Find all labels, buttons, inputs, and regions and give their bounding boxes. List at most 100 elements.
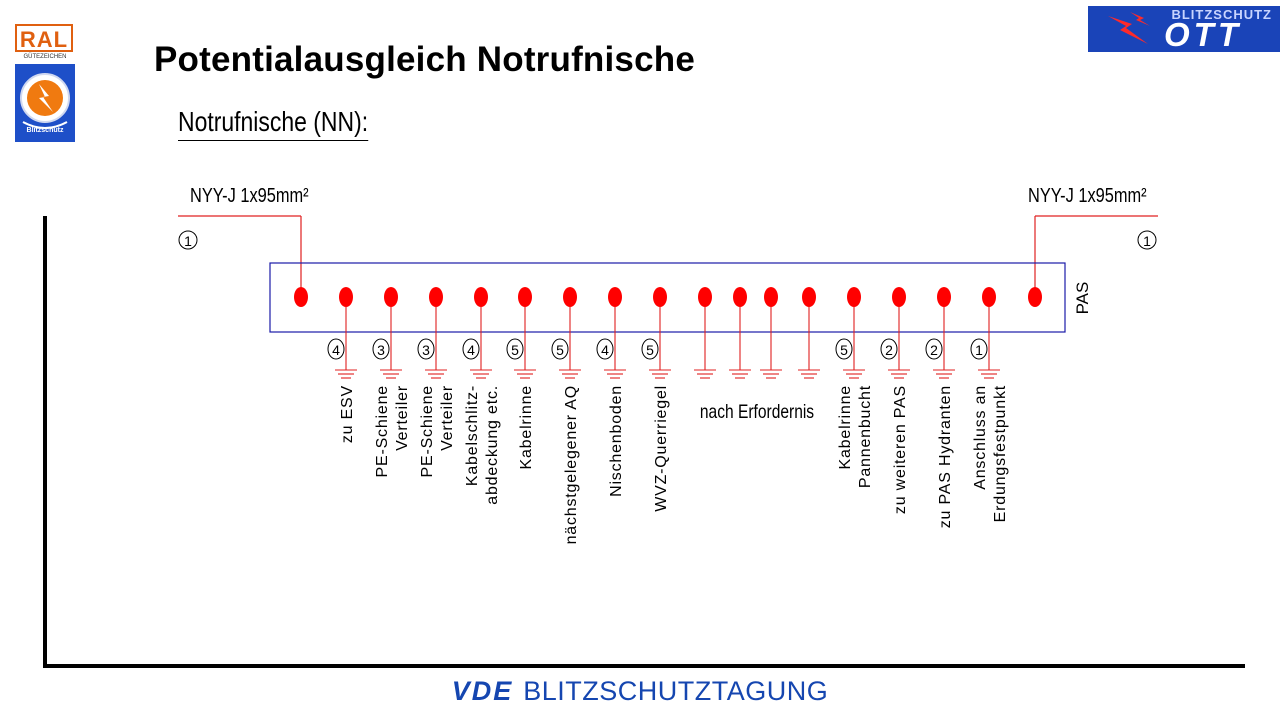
- diagram-subtitle: Notrufnische (NN):: [178, 106, 369, 141]
- badge-text: Blitzschutz: [27, 127, 64, 134]
- connection-number: 1: [975, 342, 983, 358]
- connection-lead: 2 zu weiteren PAS: [880, 307, 910, 514]
- terminal-dot: [937, 287, 951, 307]
- connection-label: Verteiler: [439, 385, 456, 451]
- terminal-dot: [764, 287, 778, 307]
- cable-number-left-circle: [178, 230, 198, 250]
- pas-busbar: [269, 262, 1066, 333]
- ral-logo: RAL GÜTEZEICHEN: [15, 24, 75, 60]
- connection-label: zu weiteren PAS: [892, 385, 909, 514]
- terminal-dot: [563, 287, 577, 307]
- cable-label-left: NYY-J 1x95mm²: [190, 183, 309, 206]
- ral-logo-subtext: GÜTEZEICHEN: [23, 54, 67, 60]
- connection-number: 4: [601, 342, 609, 358]
- connection-label: PE-Schiene: [374, 385, 391, 478]
- connection-lead: 2 zu PAS Hydranten: [925, 307, 955, 528]
- connection-number-circle: [327, 338, 345, 360]
- blitzschutz-badge-logo: Blitzschutz: [15, 64, 75, 142]
- terminal-dot: [429, 287, 443, 307]
- terminal-dot: [1028, 287, 1042, 307]
- connection-number-circle: [641, 338, 659, 360]
- terminal-dot: [892, 287, 906, 307]
- connection-lead: 4 Kabelschlitz-abdeckung etc.: [462, 307, 501, 505]
- connection-label: PE-Schiene: [419, 385, 436, 478]
- pas-label: PAS: [1073, 282, 1092, 315]
- connection-lead: 4 zu ESV: [327, 307, 357, 443]
- lightning-icon: [1108, 12, 1150, 44]
- connection-number-circle: [970, 338, 988, 360]
- connection-label: Anschluss an: [972, 385, 989, 490]
- connection-lead: 4 Nischenboden: [596, 307, 626, 497]
- connection-label: Kabelrinne: [837, 385, 854, 470]
- terminal-dot: [474, 287, 488, 307]
- terminal-dot: [294, 287, 308, 307]
- optional-ground-lead: [798, 307, 820, 379]
- connection-number-circle: [596, 338, 614, 360]
- connection-number-circle: [925, 338, 943, 360]
- connection-lead: 1 Anschluss an Erdungsfestpunkt: [970, 307, 1009, 522]
- optional-ground-lead: [760, 307, 782, 379]
- connection-lead: 3 PE-Schiene Verteiler: [417, 307, 456, 478]
- cable-label-right: NYY-J 1x95mm²: [1028, 183, 1147, 206]
- connection-label: WVZ-Querriegel: [653, 385, 670, 512]
- footer-vde-logo: VDE: [451, 676, 514, 706]
- connection-number: 2: [930, 342, 938, 358]
- terminal-dot: [339, 287, 353, 307]
- connection-lead: 3 PE-Schiene Verteiler: [372, 307, 411, 478]
- connection-label: zu ESV: [339, 385, 356, 443]
- terminal-dot: [698, 287, 712, 307]
- optional-ground-lead: [694, 307, 716, 379]
- connection-label: nächstgelegener AQ: [563, 385, 580, 544]
- connection-label: Kabelschlitz-: [464, 385, 481, 486]
- connection-number: 5: [840, 342, 848, 358]
- terminal-dot: [847, 287, 861, 307]
- connection-number: 4: [332, 342, 340, 358]
- terminal-dot: [982, 287, 996, 307]
- connection-label: Verteiler: [394, 385, 411, 451]
- connection-lead: 5 Kabelrinne: [506, 307, 536, 470]
- cable-number-left: 1: [184, 233, 192, 249]
- terminal-dot: [653, 287, 667, 307]
- connection-number-circle: [506, 338, 524, 360]
- connection-number-circle: [462, 338, 480, 360]
- connection-number: 2: [885, 342, 893, 358]
- connection-lead: 5 Kabelrinne Pannenbucht: [835, 307, 874, 488]
- page-title: Potentialausgleich Notrufnische: [154, 40, 696, 79]
- connection-number: 5: [646, 342, 654, 358]
- connection-number-circle: [372, 338, 390, 360]
- connection-number-circle: [880, 338, 898, 360]
- connection-number: 3: [377, 342, 385, 358]
- connection-label: Kabelrinne: [518, 385, 535, 470]
- terminal-dot: [802, 287, 816, 307]
- terminal-dot: [733, 287, 747, 307]
- terminal-dot: [608, 287, 622, 307]
- footer-text: BLITZSCHUTZTAGUNG: [523, 676, 829, 706]
- connection-lead: 5 nächstgelegener AQ: [551, 307, 581, 544]
- footer-branding: VDE BLITZSCHUTZTAGUNG: [0, 676, 1280, 707]
- cable-number-right: 1: [1143, 233, 1151, 249]
- company-top-text: BLITZSCHUTZ: [1171, 7, 1272, 22]
- cable-number-right-circle: [1137, 230, 1157, 250]
- company-name: OTT: [1164, 16, 1242, 53]
- terminal-dot: [518, 287, 532, 307]
- connection-label: Erdungsfestpunkt: [992, 385, 1009, 522]
- connection-label: abdeckung etc.: [484, 385, 501, 505]
- group-label-nach-erfordernis: nach Erfordernis: [700, 401, 814, 423]
- connection-label: zu PAS Hydranten: [937, 385, 954, 528]
- connection-number: 5: [556, 342, 564, 358]
- ral-logo-text: RAL: [15, 24, 73, 52]
- connection-number: 4: [467, 342, 475, 358]
- blitzschutz-ott-logo: BLITZSCHUTZ OTT: [1088, 6, 1280, 53]
- terminal-dot: [384, 287, 398, 307]
- connection-number-circle: [835, 338, 853, 360]
- connection-label: Pannenbucht: [857, 385, 874, 488]
- terminals-layer: [294, 287, 1042, 307]
- connection-number: 3: [422, 342, 430, 358]
- connection-label: Nischenboden: [608, 385, 625, 497]
- connection-lead: 5 WVZ-Querriegel: [641, 307, 671, 512]
- optional-ground-lead: [729, 307, 751, 379]
- connection-number-circle: [417, 338, 435, 360]
- connection-number: 5: [511, 342, 519, 358]
